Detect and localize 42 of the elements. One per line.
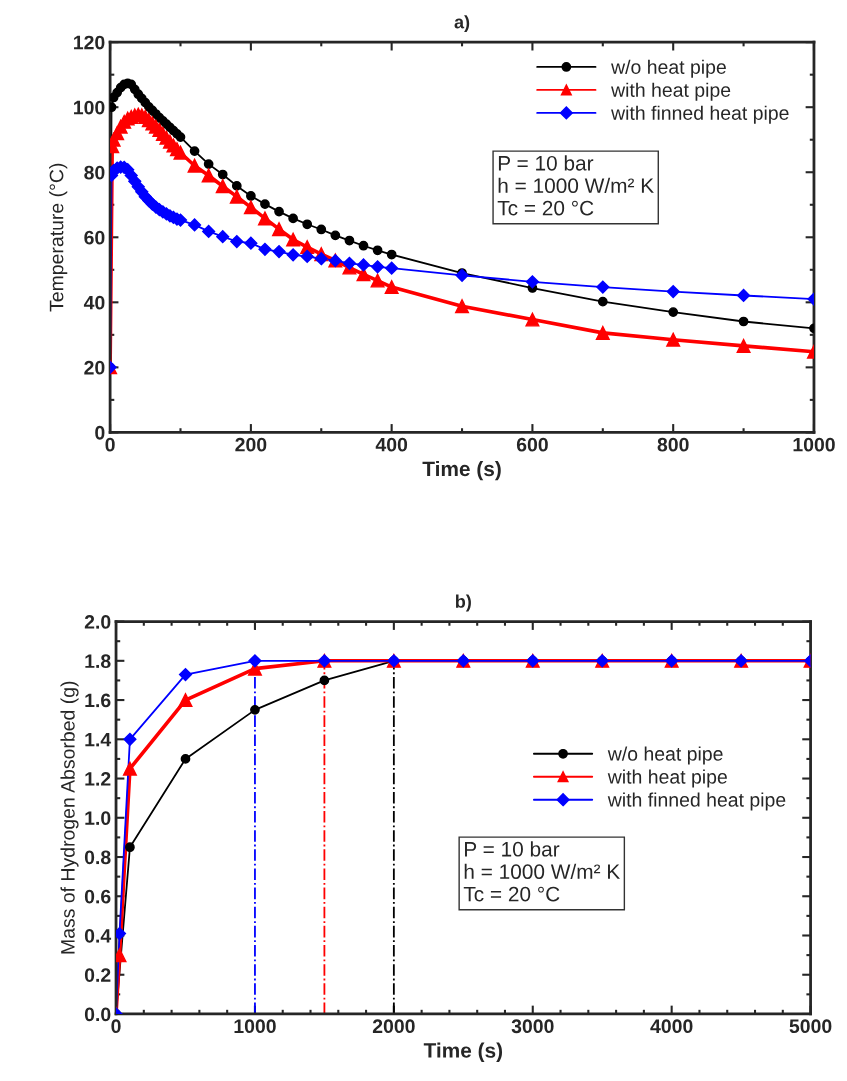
y-tick-label: 0 [95,425,105,440]
x-tick-label: 1000 [234,1019,276,1034]
y-tick-label: 80 [84,165,105,180]
x-axis-title: Time (s) [423,1042,503,1062]
chart-title: a) [454,15,470,33]
y-tick-label: 40 [83,295,105,310]
annotation: P = 10 bar h = 1000 W/m² K Tc = 20 °C [497,155,654,216]
legend-label: with heat pipe [611,82,731,101]
y-tick-label: 60 [84,230,105,245]
y-tick-label: 0.6 [84,889,111,904]
y-tick-label: 100 [74,100,105,115]
chart-title: b) [455,594,471,612]
x-axis-title: Time (s) [422,460,501,481]
legend-label: with finned heat pipe [611,105,789,124]
x-tick-label: 400 [375,437,408,452]
x-tick-label: 200 [235,437,267,452]
y-tick-label: 1.0 [85,811,111,826]
x-tick-label: 800 [657,437,689,452]
y-axis-title: Mass of Hydrogen Absorbed (g) [60,681,79,954]
y-axis-title: Temperature (°C) [49,163,68,312]
y-tick-label: 0.8 [84,850,111,865]
x-tick-label: 5000 [789,1019,832,1034]
legend-label: with finned heat pipe [607,792,786,811]
y-tick-label: 1.6 [85,693,111,708]
y-tick-label: 120 [74,35,105,50]
y-tick-label: 20 [84,360,105,375]
y-tick-label: 0.2 [84,968,111,982]
y-tick-label: 1.8 [85,654,111,669]
x-tick-label: 3000 [511,1019,554,1034]
y-tick-label: 0.0 [84,1007,111,1022]
x-tick-label: 600 [516,437,548,452]
legend-label: with heat pipe [607,769,727,788]
annotation: P = 10 bar h = 1000 W/m² K Tc = 20 °C [463,841,620,902]
x-tick-label: 4000 [650,1019,693,1034]
y-tick-label: 0.4 [84,928,112,943]
x-tick-label: 2000 [372,1019,415,1034]
legend-label: w/o heat pipe [611,59,726,78]
x-tick-label: 1000 [793,437,835,452]
legend-label: w/o heat pipe [607,746,723,765]
y-tick-label: 2.0 [84,615,111,629]
y-tick-label: 1.2 [85,772,111,786]
y-tick-label: 1.4 [85,732,112,747]
